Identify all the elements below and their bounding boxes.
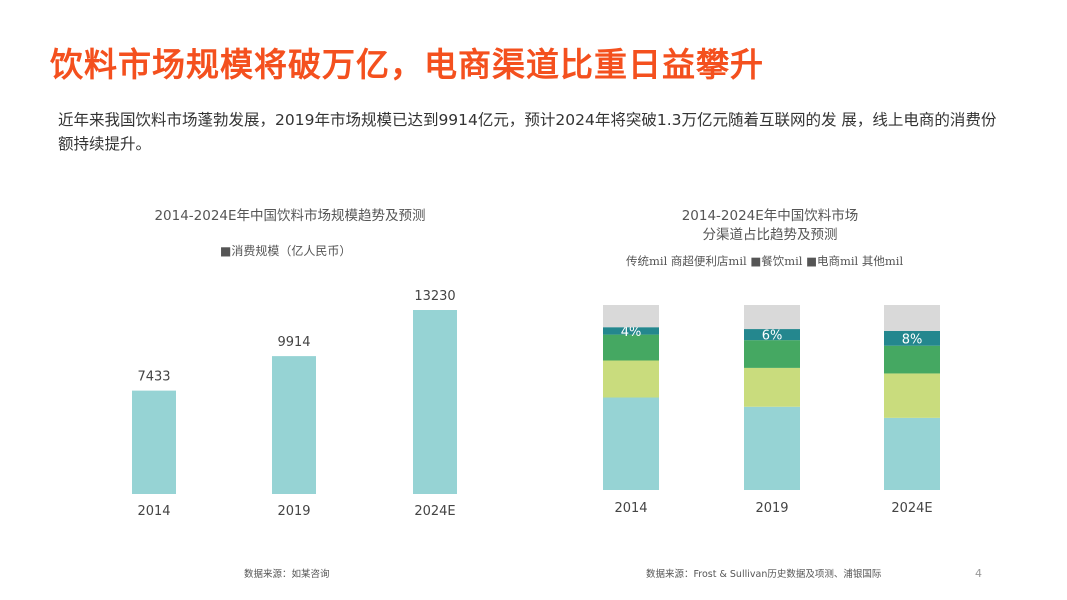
page-number: 4	[975, 567, 982, 580]
segment-label: 4%	[621, 325, 642, 340]
page-title: 饮料市场规模将破万亿，电商渠道比重日益攀升	[50, 45, 764, 84]
segment-餐饮-2024E	[884, 345, 940, 374]
segment-商超便利店-2024E	[884, 373, 940, 418]
segment-label: 8%	[902, 332, 923, 347]
source-left: 数据来源：如某咨询	[244, 569, 330, 580]
segment-商超便利店-2014	[603, 360, 659, 398]
bar-2014	[132, 390, 176, 494]
segment-电商-2019	[744, 329, 800, 341]
source-right: 数据来源：Frost & Sullivan历史数据及项测、浦银国际	[646, 569, 882, 580]
x-tick-label: 2014	[614, 501, 647, 516]
x-tick-label: 2024E	[891, 501, 932, 516]
x-tick-label: 2019	[277, 504, 310, 519]
data-label: 13230	[414, 289, 455, 304]
segment-餐饮-2019	[744, 340, 800, 368]
data-label: 7433	[137, 370, 170, 385]
segment-商超便利店-2019	[744, 367, 800, 407]
segment-传统-2024E	[884, 417, 940, 490]
segment-label: 6%	[762, 329, 783, 344]
chart2-title: 2014-2024E年中国饮料市场 分渠道占比趋势及预测	[681, 208, 859, 243]
chart1-legend: ■消费规模（亿人民币）	[220, 244, 352, 258]
bar-2024E	[413, 310, 457, 494]
data-label: 9914	[277, 335, 310, 350]
segment-电商-2014	[603, 327, 659, 335]
segment-传统-2014	[603, 397, 659, 490]
bar-2019	[272, 356, 316, 494]
x-tick-label: 2014	[137, 504, 170, 519]
segment-餐饮-2014	[603, 334, 659, 361]
segment-传统-2019	[744, 406, 800, 490]
segment-电商-2024E	[884, 330, 940, 346]
segment-其他-2014	[603, 305, 659, 328]
x-tick-label: 2019	[755, 501, 788, 516]
segment-其他-2019	[744, 305, 800, 330]
x-tick-label: 2024E	[414, 504, 455, 519]
segment-其他-2024E	[884, 305, 940, 331]
chart2-legend: 传统mil 商超便利店mil ■餐饮mil ■电商mil 其他mil	[626, 254, 904, 268]
chart1-title: 2014-2024E年中国饮料市场规模趋势及预测	[154, 208, 426, 224]
intro-text: 近年来我国饮料市场蓬勃发展，2019年市场规模已达到9914亿元，预计2024年…	[58, 111, 997, 153]
